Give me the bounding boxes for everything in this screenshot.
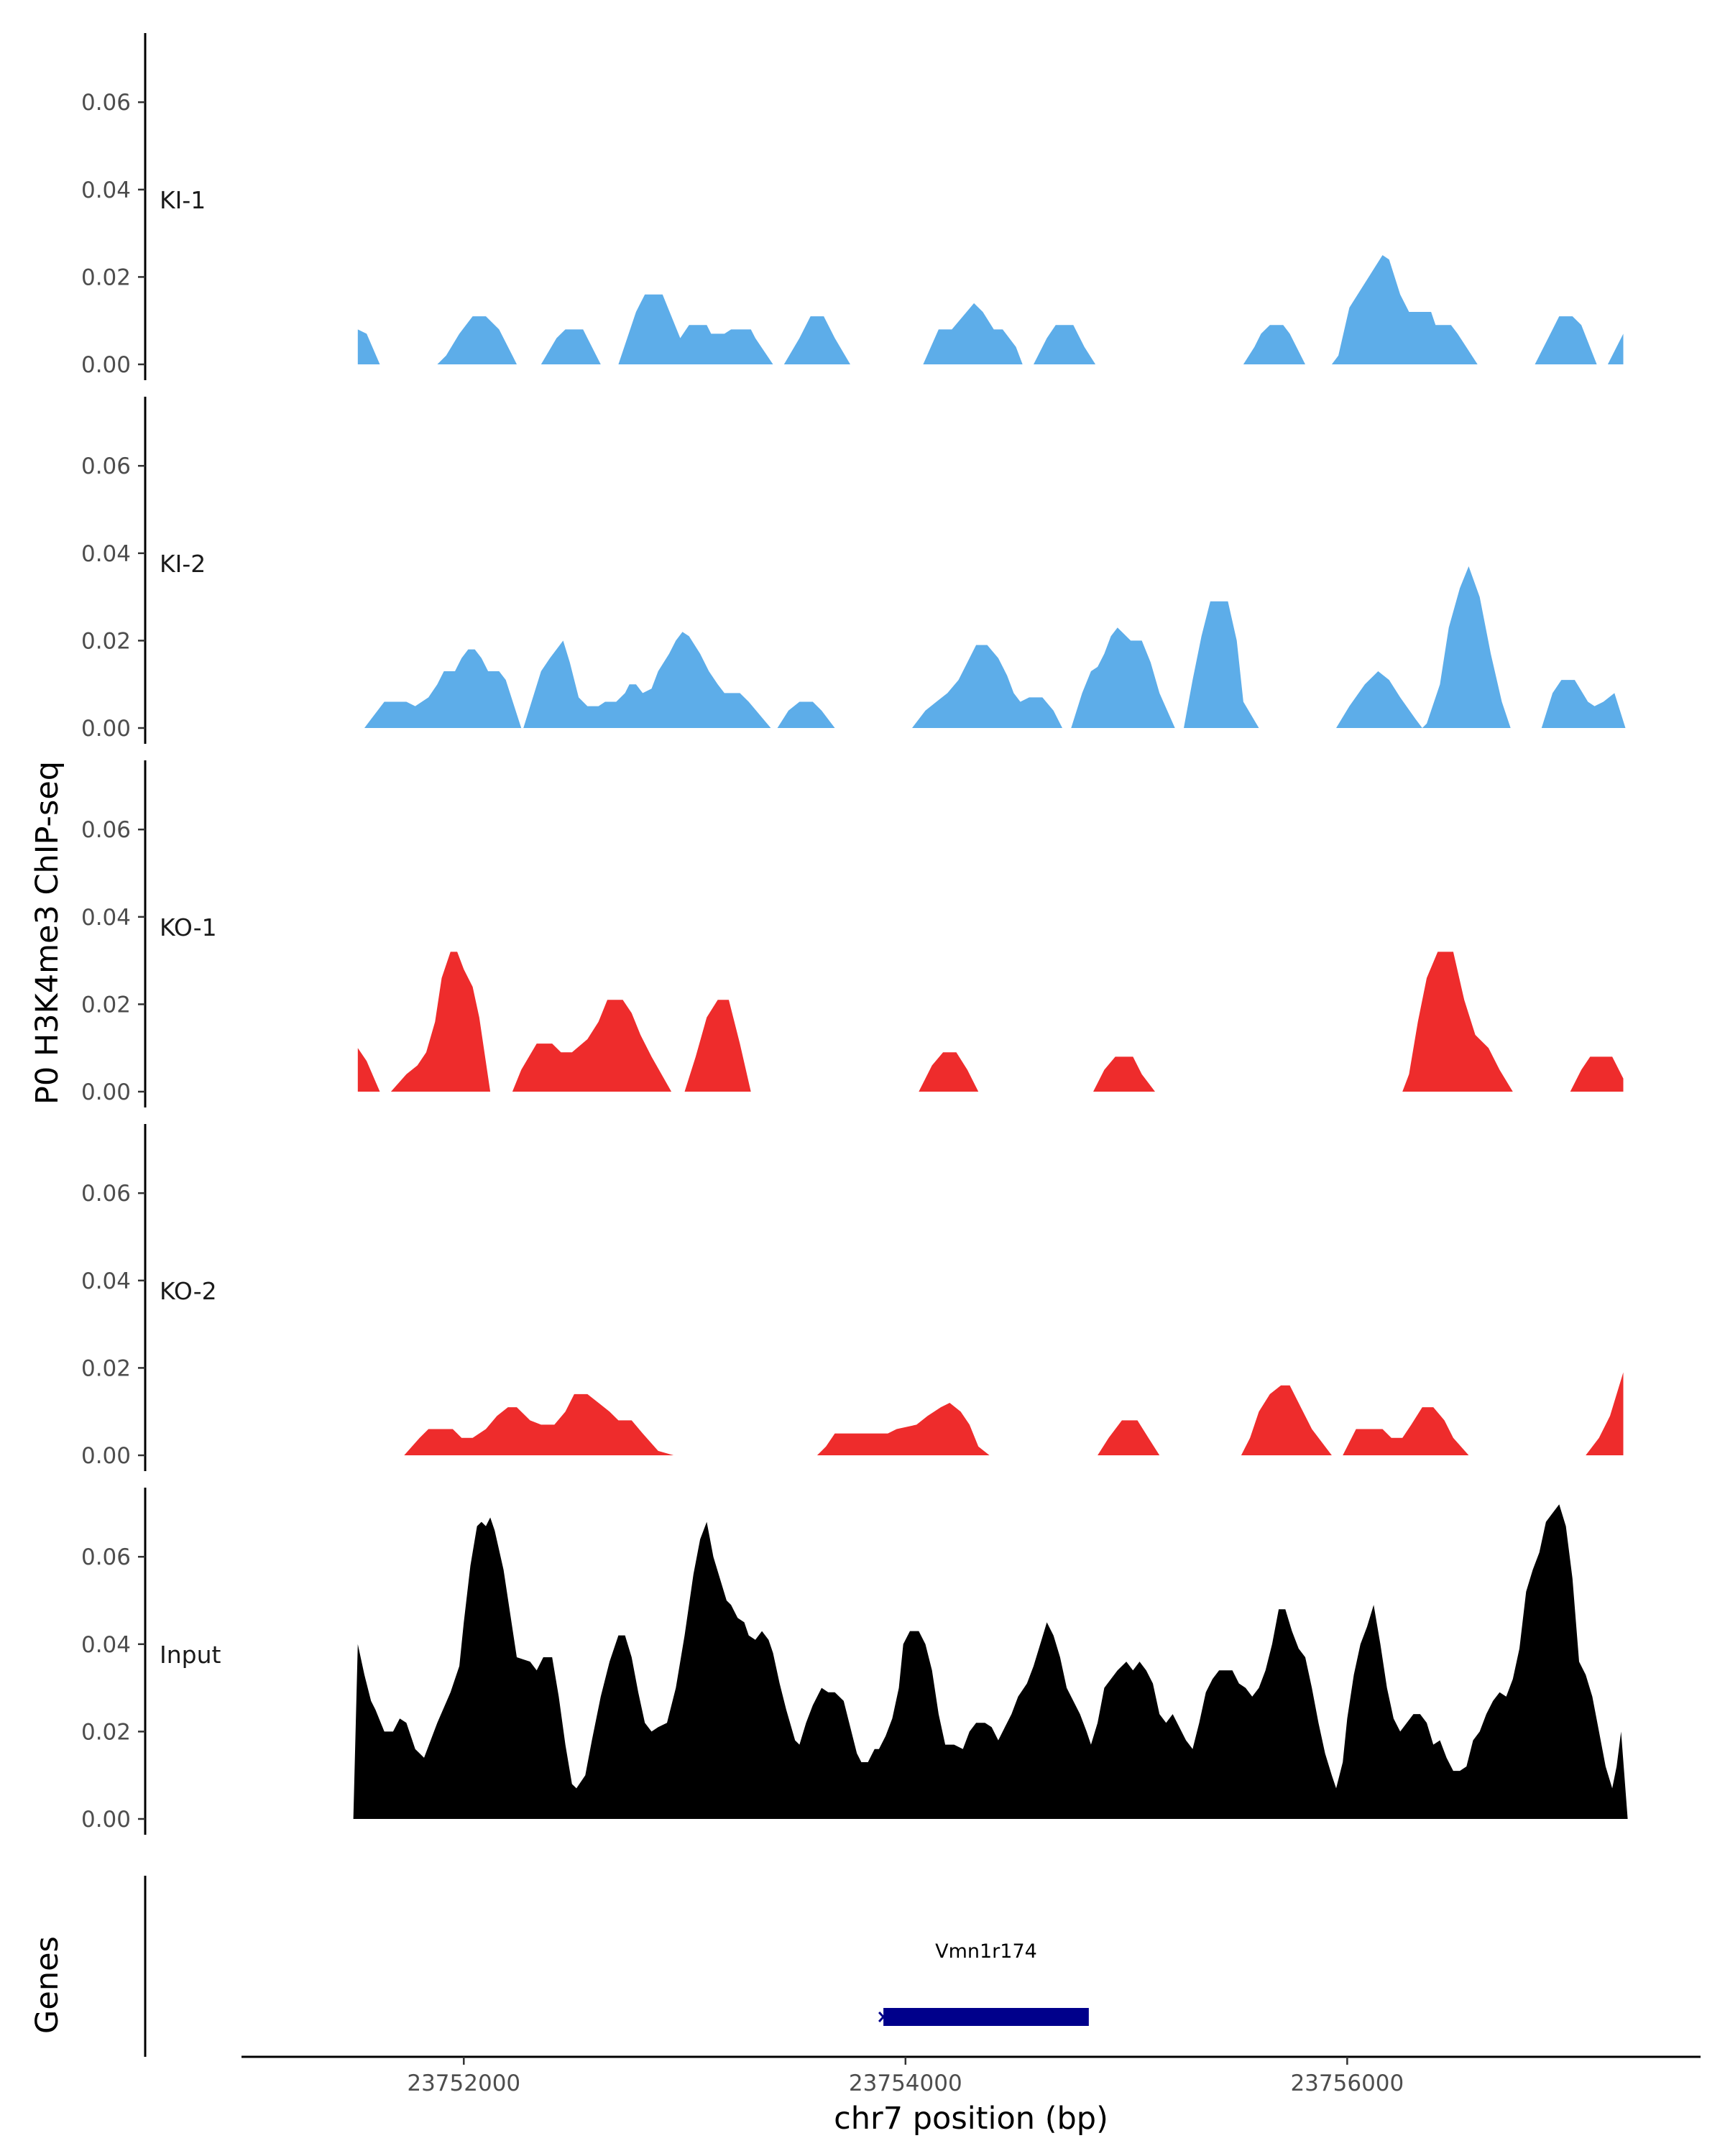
y-tick-label: 0.00: [81, 1079, 131, 1105]
coverage-area-ki-2: [912, 645, 1062, 728]
track-label: KO-1: [160, 913, 217, 941]
coverage-area-ki-1: [1607, 333, 1624, 364]
y-tick-label: 0.00: [81, 1807, 131, 1833]
coverage-area-ki-1: [437, 316, 517, 364]
y-tick-label: 0.06: [81, 453, 131, 479]
coverage-area-ki-1: [357, 329, 380, 364]
coverage-area-ki-2: [1336, 566, 1511, 728]
coverage-area-ko-2: [1241, 1385, 1332, 1455]
gene-model-bar: [883, 2008, 1089, 2026]
x-tick-label: 23756000: [1290, 2070, 1404, 2096]
y-tick-label: 0.06: [81, 1181, 131, 1207]
y-tick-label: 0.02: [81, 628, 131, 654]
x-axis-title: chr7 position (bp): [834, 2101, 1108, 2137]
coverage-area-ki-2: [1071, 627, 1175, 728]
y-tick-label: 0.04: [81, 178, 131, 203]
coverage-area-ko-2: [1343, 1407, 1469, 1455]
x-tick-label: 23754000: [849, 2070, 962, 2096]
coverage-area-ki-1: [618, 294, 773, 364]
y-tick-label: 0.04: [81, 541, 131, 567]
coverage-area-ko-1: [1093, 1056, 1155, 1092]
coverage-area-ko-2: [404, 1393, 674, 1455]
coverage-area-ki-1: [1034, 325, 1096, 364]
coverage-area-ko-1: [684, 1000, 751, 1092]
coverage-area-ko-1: [357, 1048, 380, 1092]
coverage-area-ko-1: [919, 1052, 979, 1092]
coverage-area-ko-1: [512, 1000, 672, 1092]
y-tick-label: 0.04: [81, 1268, 131, 1294]
coverage-area-ki-1: [1243, 325, 1305, 364]
genes-panel-title: Genes: [29, 1936, 65, 2034]
gene-end-mark-icon: [878, 2011, 889, 2023]
y-tick-label: 0.06: [81, 817, 131, 843]
coverage-area-ko-2: [1586, 1372, 1624, 1455]
track-label: Input: [160, 1641, 221, 1669]
coverage-area-ki-1: [783, 316, 850, 364]
coverage-area-ko-1: [1402, 952, 1513, 1092]
y-tick-label: 0.06: [81, 1544, 131, 1570]
coverage-area-input: [353, 1504, 1628, 1819]
y-axis-title: P0 H3K4me3 ChIP-seq: [29, 761, 65, 1105]
y-tick-label: 0.02: [81, 1355, 131, 1381]
coverage-area-ki-2: [777, 701, 835, 728]
y-tick-label: 0.04: [81, 1632, 131, 1658]
coverage-area-ki-2: [364, 649, 522, 728]
track-label: KI-1: [160, 186, 206, 214]
gene-label: Vmn1r174: [935, 1940, 1037, 1963]
y-tick-label: 0.02: [81, 1719, 131, 1745]
coverage-area-ko-1: [390, 952, 491, 1092]
coverage-area-ki-1: [923, 303, 1023, 364]
coverage-area-ki-1: [1331, 255, 1478, 364]
y-tick-label: 0.02: [81, 264, 131, 290]
coverage-area-ki-1: [540, 329, 601, 364]
y-tick-label: 0.02: [81, 992, 131, 1018]
track-label: KI-2: [160, 550, 206, 578]
coverage-area-ko-2: [816, 1403, 990, 1455]
coverage-area-ki-2: [1184, 601, 1259, 728]
y-tick-label: 0.00: [81, 352, 131, 378]
y-tick-label: 0.04: [81, 905, 131, 931]
y-tick-label: 0.00: [81, 1443, 131, 1469]
coverage-area-ki-1: [1535, 316, 1597, 364]
y-tick-label: 0.00: [81, 716, 131, 742]
coverage-area-ko-1: [1570, 1056, 1624, 1092]
track-label: KO-2: [160, 1277, 217, 1305]
x-tick-label: 23752000: [407, 2070, 520, 2096]
y-tick-label: 0.06: [81, 90, 131, 116]
coverage-area-ki-2: [523, 632, 771, 728]
coverage-area-ki-2: [1541, 680, 1626, 728]
coverage-area-ko-2: [1098, 1420, 1160, 1455]
